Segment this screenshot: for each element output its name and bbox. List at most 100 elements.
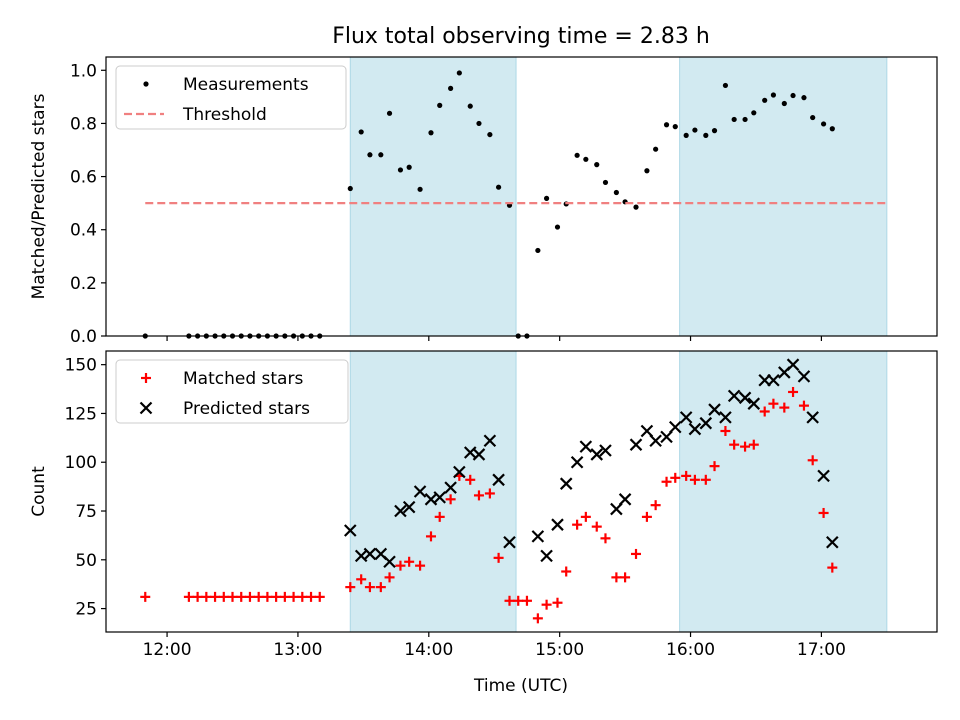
data-point — [201, 591, 212, 602]
data-point — [798, 400, 809, 411]
data-point — [711, 128, 718, 134]
data-point — [590, 448, 604, 461]
x-stroke-b — [413, 485, 427, 498]
x-stroke-b — [531, 530, 545, 543]
data-point — [602, 179, 609, 186]
data-point — [552, 597, 563, 608]
series-predicted-stars — [344, 358, 839, 569]
data-point — [434, 511, 445, 522]
legend-label: Measurements — [183, 75, 309, 95]
x-stroke-b — [826, 535, 839, 549]
y-axis-label: Matched/Predicted stars — [29, 93, 49, 299]
x-stroke-b — [344, 524, 357, 537]
data-point — [210, 591, 221, 602]
data-point — [572, 519, 583, 530]
legend: Matched stars Predicted stars — [115, 359, 349, 424]
data-point — [236, 591, 247, 602]
legend-label: Threshold — [182, 105, 267, 125]
x-tick-label: 12:00 — [143, 640, 192, 660]
y-tick-label: 25 — [75, 600, 97, 620]
data-point — [406, 164, 412, 170]
data-point — [767, 373, 780, 387]
data-point — [700, 474, 711, 485]
data-point — [559, 477, 573, 490]
data-point — [727, 389, 741, 403]
x-stroke-b — [806, 411, 819, 424]
x-stroke-b — [699, 416, 713, 430]
data-point — [394, 504, 407, 518]
x-tick-label: 14:00 — [404, 640, 453, 660]
data-point — [583, 156, 589, 162]
data-point — [364, 582, 375, 593]
data-point — [817, 469, 830, 483]
x-stroke-b — [492, 473, 505, 487]
y-tick-label: 150 — [65, 356, 97, 376]
legend: Measurements Threshold — [115, 65, 347, 130]
x-stroke-b — [424, 493, 438, 506]
data-point — [363, 547, 377, 561]
x-stroke-b — [688, 422, 702, 436]
data-point — [345, 582, 356, 593]
observing-window-1 — [349, 350, 517, 633]
data-point — [386, 110, 393, 116]
data-point — [806, 411, 819, 424]
data-point — [738, 391, 752, 405]
legend-marker — [141, 373, 151, 383]
data-point — [540, 549, 553, 563]
data-point — [367, 152, 373, 158]
data-point — [402, 500, 416, 514]
data-point — [708, 403, 721, 416]
data-point — [531, 530, 545, 543]
x-stroke-b — [738, 391, 752, 405]
data-point — [829, 126, 835, 132]
data-point — [484, 488, 495, 499]
y-tick-label: 75 — [75, 502, 97, 522]
data-point — [378, 152, 384, 158]
x-stroke-b — [817, 469, 830, 483]
data-point — [740, 441, 751, 452]
data-point — [415, 560, 426, 571]
x-stroke-b — [629, 438, 643, 451]
data-point — [493, 552, 504, 563]
x-stroke-b — [797, 370, 811, 383]
x-stroke-b — [383, 555, 396, 569]
data-point — [472, 448, 486, 461]
legend-label: Matched stars — [183, 369, 303, 389]
data-point — [594, 162, 600, 168]
data-point — [375, 582, 386, 593]
data-point — [649, 434, 662, 448]
x-stroke-b — [727, 389, 741, 403]
x-stroke-b — [618, 493, 632, 506]
data-point — [288, 591, 299, 602]
data-point — [504, 595, 515, 606]
x-stroke-b — [570, 455, 584, 469]
data-point — [554, 224, 561, 230]
data-point — [786, 358, 800, 371]
data-point — [561, 566, 572, 577]
data-point — [722, 82, 729, 89]
data-point — [748, 439, 759, 450]
bottom-panel: 25 50 75 100 125 150 12:00 13:00 14:00 15:00 16:00… — [29, 350, 938, 660]
x-axis-label: Time (UTC) — [473, 676, 568, 696]
x-stroke-b — [660, 430, 673, 444]
data-point — [770, 92, 777, 98]
data-point — [679, 411, 693, 424]
y-tick-label: 100 — [65, 453, 97, 473]
data-point — [768, 398, 779, 409]
legend-marker — [139, 401, 153, 415]
data-point — [762, 97, 768, 103]
y-tick-label: 0.0 — [70, 327, 97, 347]
data-point — [404, 556, 415, 567]
x-stroke-b — [374, 547, 388, 561]
x-stroke-b — [540, 549, 553, 563]
x-stroke-b — [139, 401, 153, 415]
data-point — [535, 247, 541, 254]
data-point — [297, 591, 308, 602]
data-point — [681, 470, 692, 481]
data-point — [532, 613, 543, 624]
data-point — [688, 422, 702, 436]
data-point — [751, 110, 757, 116]
data-point — [192, 591, 203, 602]
x-stroke-b — [719, 411, 732, 424]
data-point — [644, 168, 650, 174]
